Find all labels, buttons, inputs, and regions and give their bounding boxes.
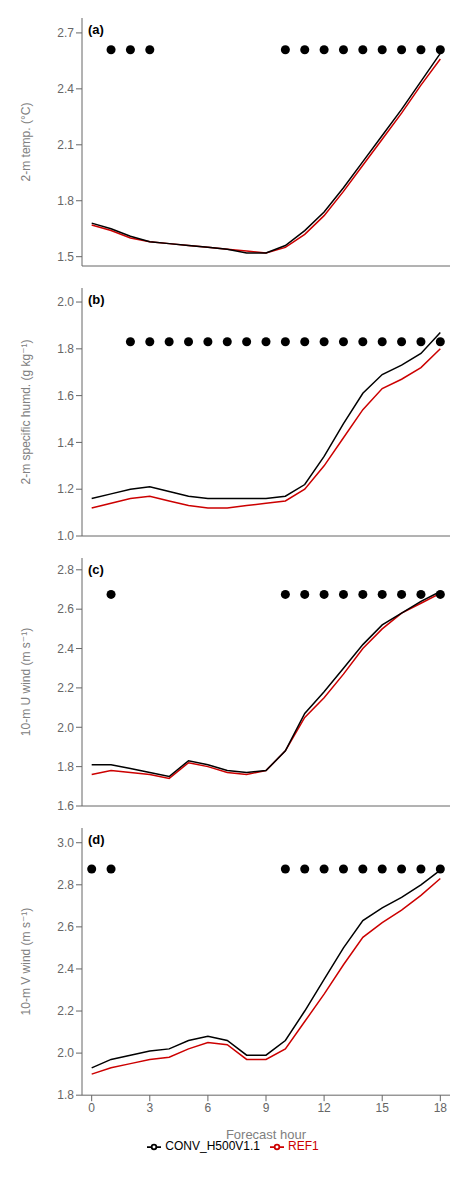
svg-text:1.8: 1.8 (57, 342, 74, 356)
svg-text:2.8: 2.8 (57, 878, 74, 892)
svg-text:1.5: 1.5 (57, 250, 74, 264)
svg-text:1.8: 1.8 (57, 1088, 74, 1102)
svg-text:12: 12 (317, 1101, 331, 1115)
svg-text:2.7: 2.7 (57, 26, 74, 40)
svg-text:2.2: 2.2 (57, 1004, 74, 1018)
svg-text:2-m temp. (°C): 2-m temp. (°C) (19, 103, 33, 182)
svg-text:1.2: 1.2 (57, 482, 74, 496)
svg-text:1.6: 1.6 (57, 389, 74, 403)
svg-text:2.4: 2.4 (57, 82, 74, 96)
svg-text:2.0: 2.0 (57, 1046, 74, 1060)
svg-text:18: 18 (434, 1101, 448, 1115)
svg-text:1.8: 1.8 (57, 194, 74, 208)
svg-text:6: 6 (205, 1101, 212, 1115)
svg-text:1.4: 1.4 (57, 436, 74, 450)
svg-text:3: 3 (146, 1101, 153, 1115)
svg-text:2.4: 2.4 (57, 962, 74, 976)
html-text:REF1: REF1 (288, 1139, 319, 1154)
svg-text:10-m U wind (m s⁻¹): 10-m U wind (m s⁻¹) (19, 628, 33, 736)
svg-text:0: 0 (88, 1101, 95, 1115)
svg-text:2.1: 2.1 (57, 138, 74, 152)
svg-text:10-m V wind (m s⁻¹): 10-m V wind (m s⁻¹) (19, 908, 33, 1016)
svg-text:2-m specific humd. (g kg⁻¹): 2-m specific humd. (g kg⁻¹) (19, 339, 33, 484)
svg-text:2.6: 2.6 (57, 920, 74, 934)
svg-text:2.2: 2.2 (57, 681, 74, 695)
html-text:(a): (a) (88, 22, 104, 37)
svg-text:1.8: 1.8 (57, 760, 74, 774)
svg-text:1.6: 1.6 (57, 799, 74, 813)
html-text:(d): (d) (88, 832, 105, 847)
html-text:CONV_H500V1.1: CONV_H500V1.1 (165, 1139, 260, 1154)
svg-text:3.0: 3.0 (57, 836, 74, 850)
html-text:(b): (b) (88, 292, 105, 307)
svg-text:2.0: 2.0 (57, 721, 74, 735)
svg-text:2.0: 2.0 (57, 295, 74, 309)
svg-text:2.8: 2.8 (57, 563, 74, 577)
svg-text:9: 9 (263, 1101, 270, 1115)
svg-text:2.6: 2.6 (57, 602, 74, 616)
svg-text:1.0: 1.0 (57, 529, 74, 543)
svg-text:2.4: 2.4 (57, 642, 74, 656)
svg-text:Forecast hour: Forecast hour (226, 1127, 307, 1142)
svg-text:15: 15 (376, 1101, 390, 1115)
html-text:(c): (c) (88, 562, 104, 577)
